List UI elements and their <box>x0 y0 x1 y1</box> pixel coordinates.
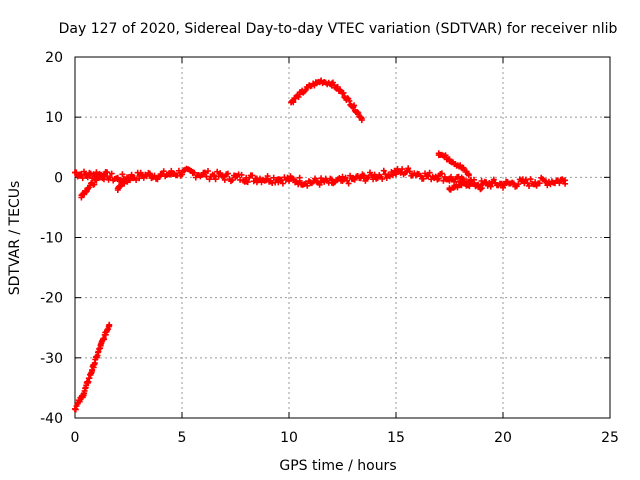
point-0-0 <box>72 169 78 176</box>
point-0-22 <box>296 177 303 184</box>
point-0-25 <box>328 179 335 186</box>
series-0 <box>72 165 569 191</box>
point-5-3 <box>318 78 325 85</box>
point-6-0 <box>72 405 78 412</box>
point-4-2 <box>467 177 474 184</box>
y-tick-label: -10 <box>40 231 63 247</box>
point-0-7 <box>136 173 143 180</box>
point-0-14 <box>211 172 218 179</box>
point-1-2 <box>93 177 100 184</box>
chart-title: Day 127 of 2020, Sidereal Day-to-day VTE… <box>59 21 618 37</box>
point-0-8 <box>146 171 153 178</box>
point-0-41 <box>500 181 506 188</box>
point-3-2 <box>457 163 464 170</box>
x-tick-label: 5 <box>178 430 187 446</box>
grid-lines <box>75 57 610 418</box>
point-0-24 <box>318 178 325 185</box>
point-5-5 <box>339 90 346 97</box>
y-tick-label: 0 <box>54 170 63 186</box>
point-0-5 <box>114 176 121 183</box>
point-0-17 <box>243 174 250 181</box>
point-5-1 <box>296 91 303 98</box>
point-0-20 <box>275 176 282 183</box>
point-4-1 <box>457 181 464 188</box>
point-0-47 <box>562 177 569 184</box>
data-marks <box>72 77 569 413</box>
point-4-0 <box>446 186 453 193</box>
point-0-46 <box>553 177 560 184</box>
y-tick-label: -20 <box>40 291 63 307</box>
y-axis-label: SDTVAR / TECUs <box>7 181 23 296</box>
point-0-13 <box>200 171 207 178</box>
point-4-3 <box>478 185 485 192</box>
point-3-3 <box>465 171 472 178</box>
y-tick-label: 10 <box>45 110 63 126</box>
point-3-0 <box>435 150 442 157</box>
point-5-2 <box>307 82 314 89</box>
y-tick-label: 20 <box>45 50 63 66</box>
series-6 <box>72 321 113 413</box>
series-2 <box>114 174 134 193</box>
point-0-11 <box>179 169 185 176</box>
point-0-35 <box>435 172 442 179</box>
point-0-31 <box>393 169 399 176</box>
point-0-45 <box>542 178 549 185</box>
point-6-3 <box>97 342 104 349</box>
x-tick-label: 20 <box>494 430 512 446</box>
x-tick-label: 25 <box>601 430 619 446</box>
point-0-44 <box>532 179 539 186</box>
point-0-27 <box>350 176 357 183</box>
point-6-1 <box>80 390 87 397</box>
point-5-0 <box>288 99 295 106</box>
point-1-1 <box>84 185 91 192</box>
point-0-2 <box>84 172 91 179</box>
y-tick-label: -40 <box>40 411 63 427</box>
point-2-0 <box>114 185 121 192</box>
point-0-34 <box>425 173 432 180</box>
point-0-1 <box>78 171 85 178</box>
point-0-23 <box>307 179 314 186</box>
point-1-0 <box>78 192 85 199</box>
point-6-2 <box>89 366 96 373</box>
point-0-18 <box>253 175 260 182</box>
point-2-2 <box>127 174 134 181</box>
series-0-markers <box>72 165 569 191</box>
point-0-10 <box>168 170 175 177</box>
y-tick-label: -30 <box>40 351 63 367</box>
point-0-28 <box>360 174 367 181</box>
point-0-16 <box>232 174 239 181</box>
point-0-19 <box>264 175 271 182</box>
x-axis-label: GPS time / hours <box>279 458 396 474</box>
point-5-6 <box>350 103 357 110</box>
point-3-1 <box>446 156 453 163</box>
point-1-3 <box>101 171 108 178</box>
x-tick-label: 10 <box>280 430 298 446</box>
point-0-21 <box>286 176 292 183</box>
point-0-29 <box>371 173 378 180</box>
point-0-32 <box>403 168 410 175</box>
point-0-43 <box>521 179 528 186</box>
x-tick-label: 0 <box>71 430 80 446</box>
point-0-33 <box>414 170 421 177</box>
point-0-26 <box>339 177 346 184</box>
point-0-12 <box>189 170 196 177</box>
series-5-markers <box>288 77 365 124</box>
point-0-30 <box>382 171 389 178</box>
axis-ticks: 0 5 10 15 20 25 -40 -30 -20 -10 0 10 20 <box>40 50 619 446</box>
point-5-4 <box>328 80 335 87</box>
point-2-1 <box>121 179 128 186</box>
point-0-42 <box>510 180 517 187</box>
point-5-7 <box>358 115 365 122</box>
point-0-15 <box>221 173 228 180</box>
point-6-4 <box>106 321 113 328</box>
x-tick-label: 15 <box>387 430 405 446</box>
series-3 <box>435 150 472 179</box>
series-4 <box>446 176 485 193</box>
series-1 <box>78 170 108 201</box>
point-0-36 <box>446 175 453 182</box>
point-0-40 <box>489 180 496 187</box>
series-5 <box>288 77 365 124</box>
point-0-9 <box>157 172 164 179</box>
